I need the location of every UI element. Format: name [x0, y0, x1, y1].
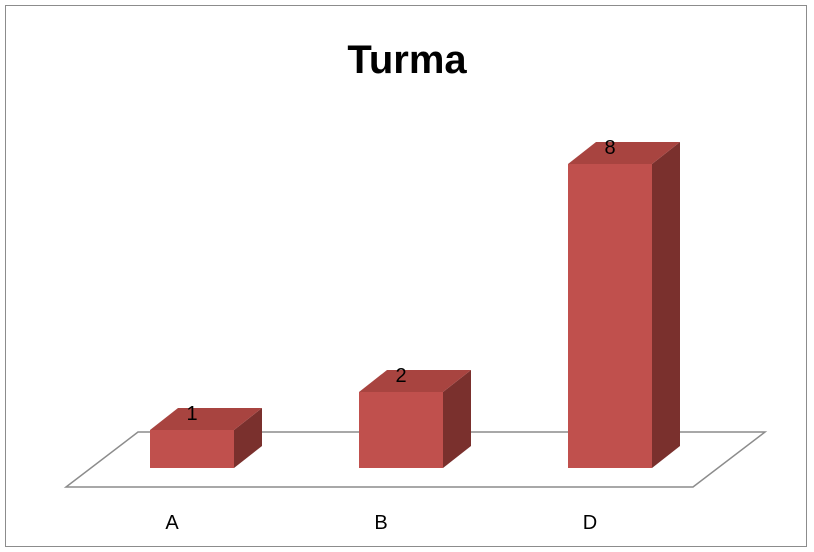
data-label: 1 — [186, 403, 197, 425]
bar-front-face — [359, 392, 443, 468]
x-tick-label: B — [374, 512, 387, 534]
data-label: 8 — [604, 137, 615, 159]
bar-side-face — [652, 142, 680, 468]
bar — [568, 142, 680, 468]
bar — [150, 408, 262, 468]
bar-side-face — [443, 370, 471, 468]
bar-top-face — [568, 142, 680, 164]
x-tick-label: A — [165, 512, 179, 534]
bar-top-face — [359, 370, 471, 392]
bar-front-face — [568, 164, 652, 468]
bar-front-face — [150, 430, 234, 468]
x-tick-label: D — [583, 512, 597, 534]
bar-top-face — [150, 408, 262, 430]
bars-layer — [150, 142, 680, 468]
bar — [359, 370, 471, 468]
data-label: 2 — [395, 365, 406, 387]
bar-side-face — [234, 408, 262, 468]
data-labels-layer: 1 2 8 — [186, 137, 615, 425]
chart-title: Turma — [347, 38, 467, 82]
